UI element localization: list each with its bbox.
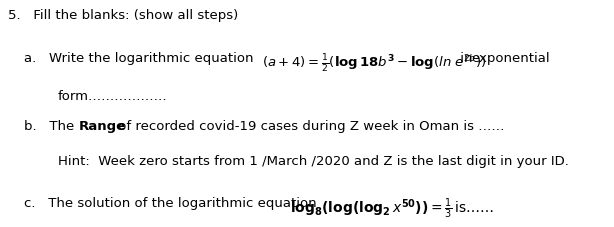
Text: form………………: form……………… (58, 90, 168, 103)
Text: $(\mathit{a}+4)=\frac{1}{2}(\mathbf{log}\,\mathbf{18\mathit{b}^3}-\mathbf{log}(\: $(\mathit{a}+4)=\frac{1}{2}(\mathbf{log}… (262, 52, 486, 74)
Text: Hint:  Week zero starts from 1 /March /2020 and Z is the last digit in your ID.: Hint: Week zero starts from 1 /March /20… (58, 154, 569, 167)
Text: $\mathbf{log_8(log(log_2\,\mathit{x}^{50}))}$$=\frac{1}{3}\,\mathrm{is\ldots\ldo: $\mathbf{log_8(log(log_2\,\mathit{x}^{50… (290, 196, 494, 220)
Text: b.   The: b. The (24, 120, 78, 133)
Text: c.   The solution of the logarithmic equation: c. The solution of the logarithmic equat… (24, 196, 321, 209)
Text: a.   Write the logarithmic equation: a. Write the logarithmic equation (24, 52, 257, 65)
Text: of recorded covid-19 cases during Z week in Oman is ……: of recorded covid-19 cases during Z week… (114, 120, 504, 133)
Text: in: in (456, 52, 476, 65)
Text: exponential: exponential (472, 52, 550, 65)
Text: 5.   Fill the blanks: (show all steps): 5. Fill the blanks: (show all steps) (8, 9, 238, 22)
Text: Range: Range (79, 120, 126, 133)
